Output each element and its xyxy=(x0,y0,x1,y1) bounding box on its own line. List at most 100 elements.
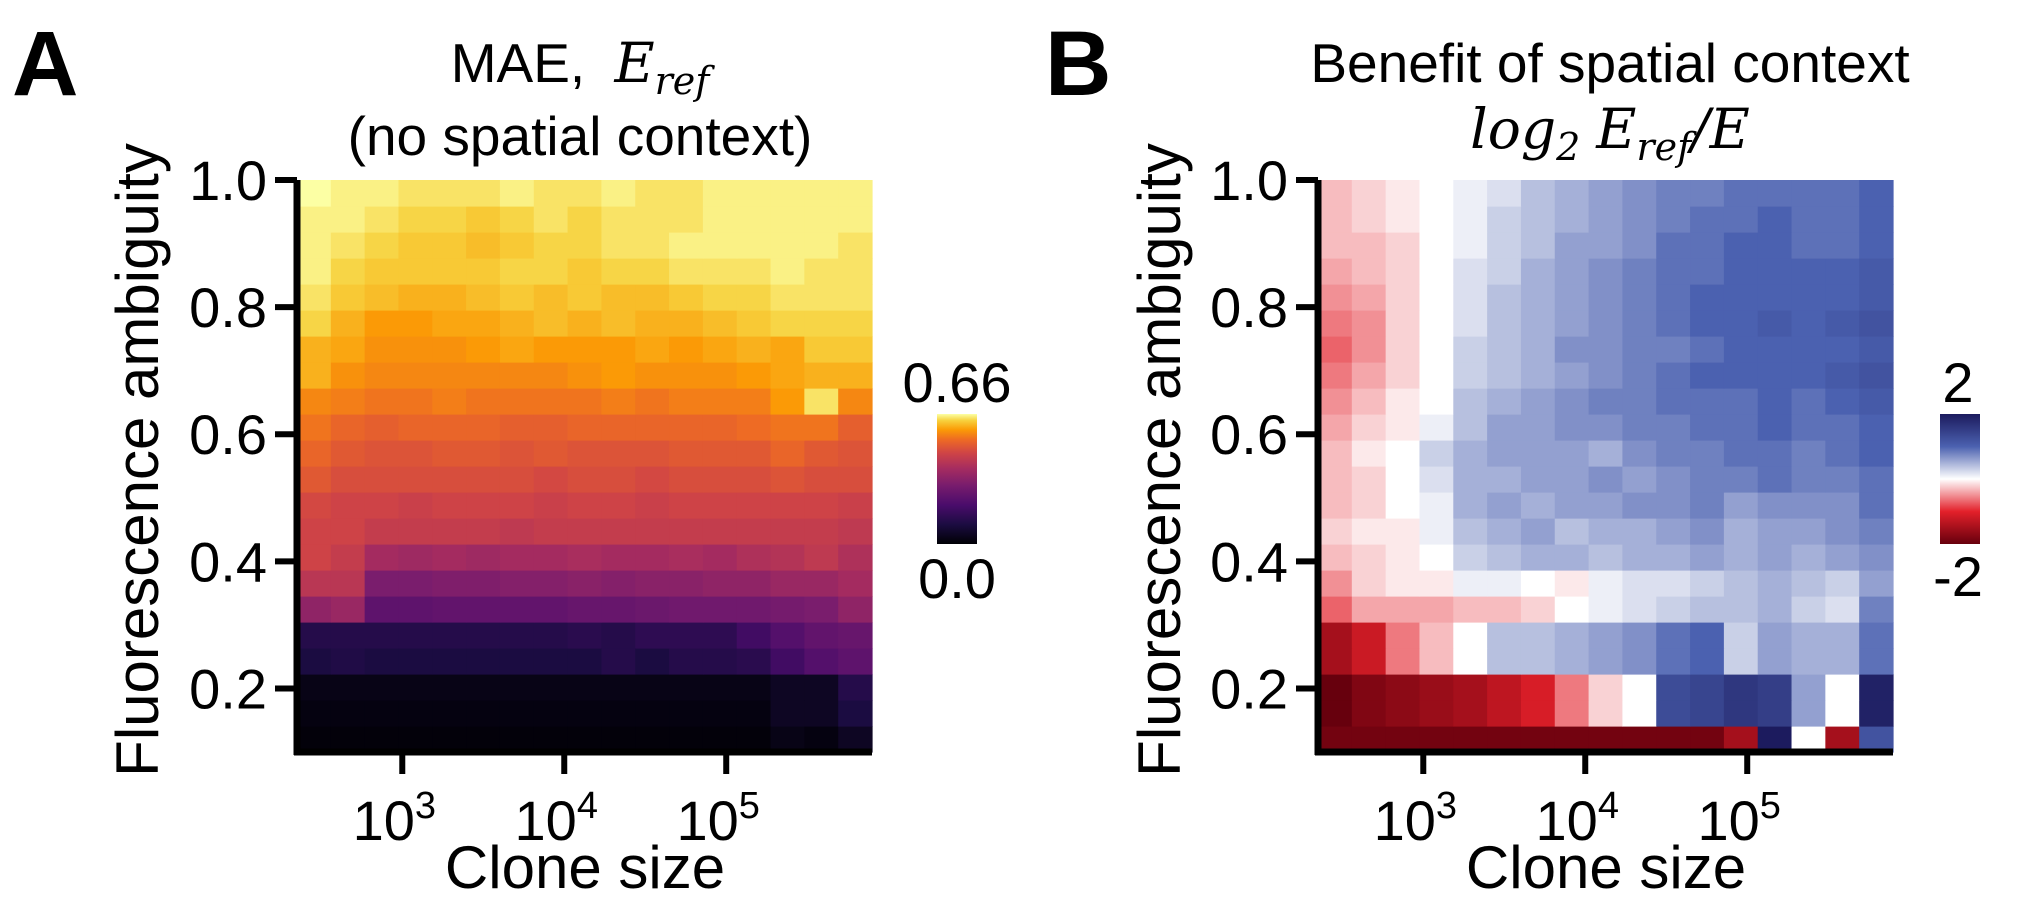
heatmap-cell xyxy=(702,284,738,311)
heatmap-cell xyxy=(838,492,873,519)
heatmap-cell xyxy=(635,492,670,519)
heatmap-cell xyxy=(432,232,467,259)
heatmap-cell xyxy=(1656,726,1691,753)
heatmap-cell xyxy=(601,570,636,597)
heatmap-cell xyxy=(736,284,772,311)
heatmap-cell xyxy=(1520,414,1556,441)
heatmap-cell xyxy=(533,648,569,675)
heatmap-cell xyxy=(1487,206,1522,233)
heatmap-cell xyxy=(635,258,670,285)
heatmap-cell xyxy=(1588,544,1624,571)
heatmap-cell xyxy=(736,258,772,285)
heatmap-cell xyxy=(1318,414,1353,441)
heatmap-cell xyxy=(1791,310,1826,337)
heatmap-cell xyxy=(601,206,636,233)
heatmap-cell xyxy=(1859,570,1894,597)
heatmap-cell xyxy=(466,336,501,363)
heatmap-cell xyxy=(804,388,839,415)
heatmap-cell xyxy=(1351,622,1387,649)
heatmap-cell xyxy=(1656,284,1691,311)
title-a-line1: MAE, Eref xyxy=(451,31,716,103)
heatmap-cell xyxy=(567,492,603,519)
heatmap-cell xyxy=(635,648,670,675)
heatmap-cell xyxy=(1318,622,1353,649)
heatmap-cell xyxy=(1859,622,1894,649)
heatmap-cell xyxy=(330,492,366,519)
heatmap-cell xyxy=(1825,544,1860,571)
heatmap-cell xyxy=(1520,726,1556,753)
heatmap-cell xyxy=(1825,180,1860,207)
heatmap-cell xyxy=(533,284,569,311)
heatmap-cell xyxy=(669,180,704,207)
heatmap-cell xyxy=(297,596,332,623)
heatmap-cell xyxy=(432,466,467,493)
y-ticks-a: 0.2 0.4 0.6 0.8 1.0 xyxy=(189,149,297,720)
title-b-log-sub: 2 xyxy=(1555,125,1580,169)
heatmap-cell xyxy=(1318,336,1353,363)
heatmap-cell xyxy=(533,726,569,753)
heatmap-cell xyxy=(499,284,535,311)
heatmap-cell xyxy=(1487,518,1522,545)
heatmap-cell xyxy=(804,466,839,493)
heatmap-cell xyxy=(1351,544,1387,571)
heatmap-cell xyxy=(1318,648,1353,675)
heatmap-cell xyxy=(1588,414,1624,441)
heatmap-cell xyxy=(432,414,467,441)
heatmap-cell xyxy=(1791,232,1826,259)
heatmap-cell xyxy=(1520,492,1556,519)
heatmap-cell xyxy=(297,336,332,363)
heatmap-cell xyxy=(1791,466,1826,493)
heatmap-cell xyxy=(804,570,839,597)
heatmap-cell xyxy=(1351,596,1387,623)
heatmap-cell xyxy=(838,466,873,493)
heatmap-cell xyxy=(1520,596,1556,623)
heatmap-cell xyxy=(1825,466,1860,493)
heatmap-cell xyxy=(297,570,332,597)
heatmap-cell xyxy=(364,206,400,233)
heatmap-cell xyxy=(398,596,433,623)
heatmap-cell xyxy=(804,622,839,649)
heatmap-cell xyxy=(1554,258,1590,285)
y-axis-label-a: Fluorescence ambiguity xyxy=(104,143,171,777)
heatmap-cell xyxy=(736,674,772,701)
heatmap-cell xyxy=(1520,310,1556,337)
heatmap-cell xyxy=(499,258,535,285)
heatmap-cell xyxy=(1588,492,1624,519)
heatmap-cell xyxy=(533,466,569,493)
heatmap-cell xyxy=(1520,180,1556,207)
heatmap-cell xyxy=(838,700,873,727)
heatmap-cell xyxy=(1453,206,1488,233)
heatmap-cell xyxy=(297,206,332,233)
heatmap-cell xyxy=(567,674,603,701)
heatmap-cell xyxy=(567,570,603,597)
heatmap-cell xyxy=(1757,622,1793,649)
heatmap-cell xyxy=(364,674,400,701)
heatmap-cell xyxy=(1318,544,1353,571)
heatmap-cell xyxy=(432,388,467,415)
heatmap-cell xyxy=(1791,414,1826,441)
heatmap-cell xyxy=(1554,310,1590,337)
heatmap-cell xyxy=(1656,310,1691,337)
heatmap-cell xyxy=(1622,362,1657,389)
heatmap-cell xyxy=(736,466,772,493)
heatmap-cell xyxy=(1723,492,1759,519)
heatmap-cell xyxy=(838,414,873,441)
heatmap-cell xyxy=(838,544,873,571)
heatmap-cell xyxy=(601,180,636,207)
heatmap-cell xyxy=(466,622,501,649)
heatmap-cell xyxy=(533,544,569,571)
heatmap-cell xyxy=(466,596,501,623)
heatmap-cell xyxy=(1453,726,1488,753)
heatmap-cell xyxy=(770,466,805,493)
heatmap-cell xyxy=(736,596,772,623)
heatmap-cell xyxy=(1351,310,1387,337)
heatmap-cell xyxy=(601,232,636,259)
heatmap-cell xyxy=(1588,466,1624,493)
heatmap-cell xyxy=(1622,596,1657,623)
heatmap-cell xyxy=(297,388,332,415)
title-a-line2: (no spatial context) xyxy=(348,105,813,167)
heatmap-cell xyxy=(1318,518,1353,545)
heatmap-cell xyxy=(297,466,332,493)
y-ticks-b: 0.2 0.4 0.6 0.8 1.0 xyxy=(1210,149,1318,720)
heatmap-cell xyxy=(1757,570,1793,597)
